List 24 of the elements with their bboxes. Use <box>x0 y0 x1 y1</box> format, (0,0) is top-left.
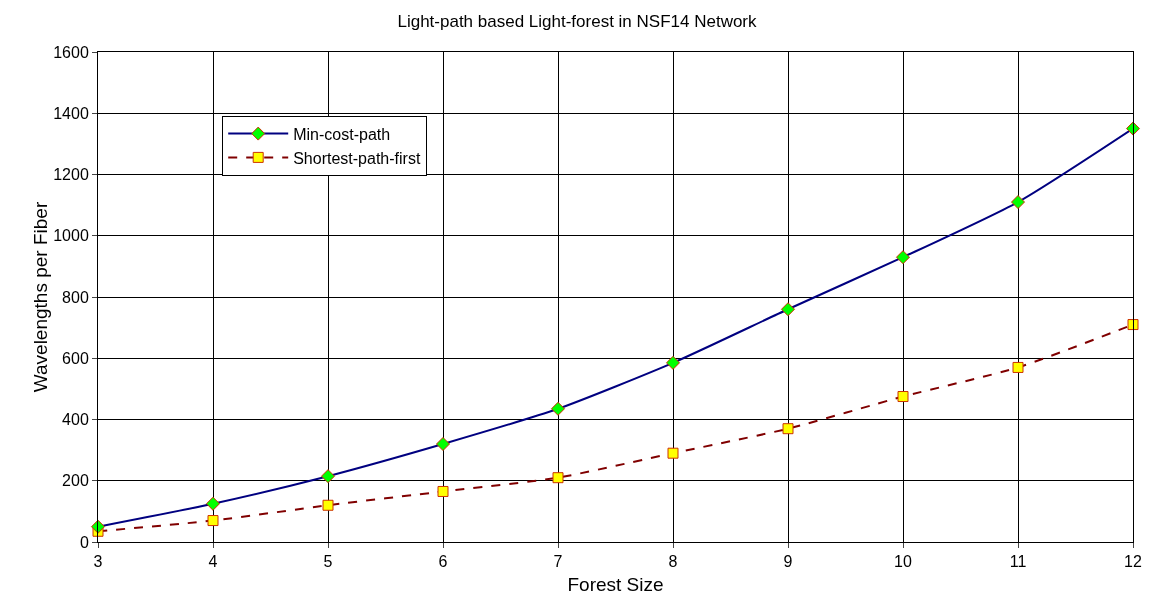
x-tick-label: 7 <box>553 553 563 571</box>
x-tick-label: 8 <box>668 553 678 571</box>
x-tick-label: 9 <box>783 553 793 571</box>
legend-label: Shortest-path-first <box>293 149 421 167</box>
x-axis-title: Forest Size <box>567 574 664 595</box>
y-axis-title: Wavelengths per Fiber <box>30 201 52 393</box>
y-tick-label: 600 <box>62 349 89 367</box>
legend-label: Min-cost-path <box>293 125 391 143</box>
y-tick-label: 1000 <box>53 227 89 245</box>
x-tick-label: 11 <box>1009 553 1027 571</box>
x-tick-label: 4 <box>208 553 218 571</box>
x-tick-label: 12 <box>1124 553 1142 571</box>
y-tick-label: 1200 <box>53 166 89 184</box>
x-tick-label: 6 <box>438 553 448 571</box>
chart-title: Light-path based Light-forest in NSF14 Network <box>397 12 758 32</box>
y-tick-label: 800 <box>62 288 89 306</box>
x-tick-label: 10 <box>894 553 912 571</box>
y-tick-label: 400 <box>62 411 89 429</box>
x-tick-label: 3 <box>93 553 103 571</box>
y-tick-label: 200 <box>62 472 89 490</box>
y-tick-label: 1600 <box>53 43 89 61</box>
y-tick-label: 1400 <box>53 104 89 122</box>
x-tick-label: 5 <box>323 553 333 571</box>
y-tick-label: 0 <box>79 533 89 551</box>
